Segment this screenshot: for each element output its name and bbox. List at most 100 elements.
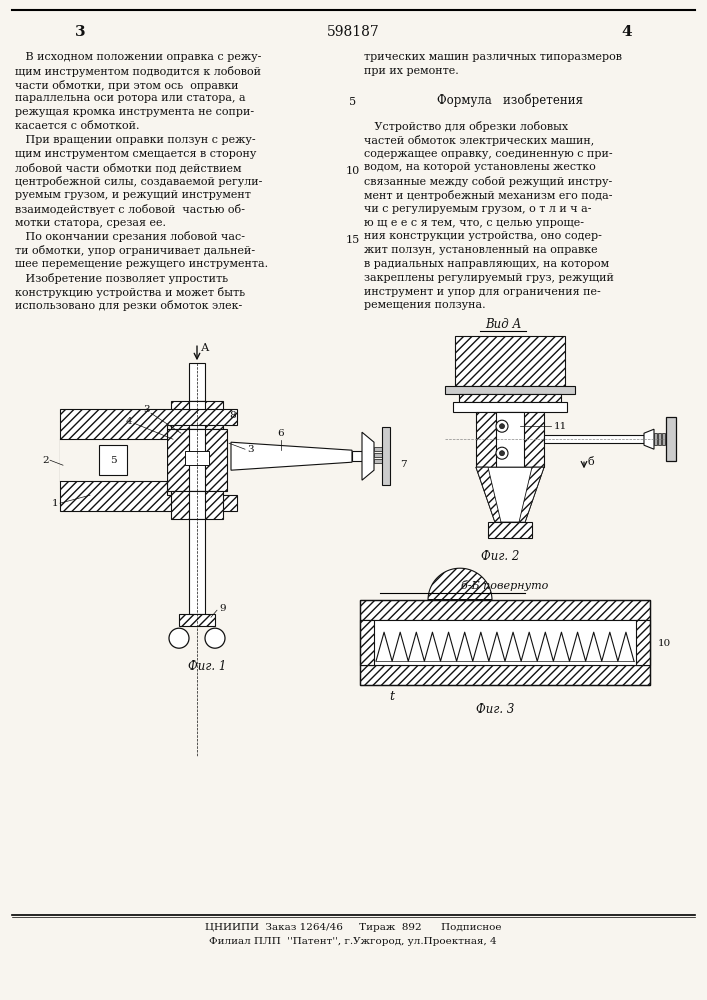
Text: водом, на которой установлены жестко: водом, на которой установлены жестко (364, 162, 596, 172)
Text: По окончании срезания лобовой час-: По окончании срезания лобовой час- (15, 231, 245, 242)
Bar (360, 620, 650, 665)
Text: 11: 11 (554, 422, 567, 431)
Text: использовано для резки обмоток элек-: использовано для резки обмоток элек- (15, 300, 243, 311)
Bar (636, 620, 650, 665)
Bar (374, 447, 382, 451)
Text: 15: 15 (346, 235, 360, 245)
Bar (171, 401, 223, 429)
Text: жит ползун, установленный на оправке: жит ползун, установленный на оправке (364, 245, 597, 255)
Text: ю щ е е с я тем, что, с целью упроще-: ю щ е е с я тем, что, с целью упроще- (364, 218, 584, 228)
Text: чи с регулируемым грузом, о т л и ч а-: чи с регулируемым грузом, о т л и ч а- (364, 204, 592, 214)
Bar (352, 451, 362, 461)
Circle shape (500, 451, 505, 456)
Text: частей обмоток электрических машин,: частей обмоток электрических машин, (364, 135, 595, 146)
Text: ремещения ползуна.: ремещения ползуна. (364, 300, 486, 310)
Text: связанные между собой режущий инстру-: связанные между собой режущий инстру- (364, 176, 612, 187)
Circle shape (496, 447, 508, 459)
Bar (453, 402, 567, 412)
Text: 4: 4 (621, 25, 632, 39)
Polygon shape (476, 467, 501, 522)
Bar (374, 459, 382, 463)
Text: 4: 4 (126, 417, 132, 426)
Bar (658, 433, 661, 445)
Bar (360, 665, 650, 685)
Text: в радиальных направляющих, на котором: в радиальных направляющих, на котором (364, 259, 609, 269)
Text: б-Б повернуто: б-Б повернуто (461, 580, 549, 591)
Text: 3: 3 (247, 445, 254, 454)
Text: 5: 5 (349, 97, 356, 107)
Text: взаимодействует с лобовой  частью об-: взаимодействует с лобовой частью об- (15, 204, 245, 215)
Text: щим инструментом подводится к лобовой: щим инструментом подводится к лобовой (15, 66, 261, 77)
Polygon shape (476, 467, 544, 522)
Text: конструкцию устройства и может быть: конструкцию устройства и может быть (15, 287, 245, 298)
Bar (99, 445, 127, 475)
Bar (171, 491, 223, 519)
Bar (459, 394, 561, 402)
Text: щим инструментом смещается в сторону: щим инструментом смещается в сторону (15, 149, 257, 159)
Text: Изобретение позволяет упростить: Изобретение позволяет упростить (15, 273, 228, 284)
Text: 7: 7 (400, 460, 407, 469)
Text: части обмотки, при этом ось  оправки: части обмотки, при этом ось оправки (15, 80, 238, 91)
Text: 8: 8 (229, 411, 235, 420)
Text: мотки статора, срезая ее.: мотки статора, срезая ее. (15, 218, 166, 228)
Bar (360, 620, 374, 665)
Bar (654, 433, 657, 445)
Text: инструмент и упор для ограничения пе-: инструмент и упор для ограничения пе- (364, 287, 601, 297)
Polygon shape (362, 432, 374, 480)
Text: Фиг. 2: Фиг. 2 (481, 550, 519, 563)
Text: трических машин различных типоразмеров: трических машин различных типоразмеров (364, 52, 622, 62)
Polygon shape (231, 442, 352, 470)
Bar (662, 433, 665, 445)
Bar (185, 451, 209, 465)
Circle shape (205, 628, 225, 648)
Text: При вращении оправки ползун с режу-: При вращении оправки ползун с режу- (15, 135, 256, 145)
Bar (60, 439, 167, 481)
Text: t: t (390, 690, 395, 703)
Bar (189, 401, 205, 429)
Bar (488, 522, 532, 538)
Text: лобовой части обмотки под действием: лобовой части обмотки под действием (15, 162, 242, 173)
Text: 3: 3 (144, 405, 151, 414)
Text: Устройство для обрезки лобовых: Устройство для обрезки лобовых (364, 121, 568, 132)
Circle shape (169, 628, 189, 648)
Bar (544, 435, 644, 443)
Text: ЦНИИПИ  Заказ 1264/46     Тираж  892      Подписное: ЦНИИПИ Заказ 1264/46 Тираж 892 Подписное (205, 923, 501, 932)
Bar (374, 453, 382, 457)
Text: при их ремонте.: при их ремонте. (364, 66, 459, 76)
Text: руемым грузом, и режущий инструмент: руемым грузом, и режущий инструмент (15, 190, 251, 200)
Bar (360, 600, 650, 685)
Bar (189, 363, 205, 401)
Text: шее перемещение режущего инструмента.: шее перемещение режущего инструмента. (15, 259, 268, 269)
Polygon shape (519, 467, 544, 522)
Bar (476, 412, 544, 467)
Text: Фиг. 3: Фиг. 3 (476, 703, 514, 716)
Bar (189, 519, 205, 614)
Text: центробежной силы, создаваемой регули-: центробежной силы, создаваемой регули- (15, 176, 262, 187)
Text: 5: 5 (110, 456, 117, 465)
Text: 6: 6 (278, 429, 284, 438)
Text: б: б (588, 457, 595, 467)
Text: 1: 1 (52, 499, 58, 508)
Bar (382, 427, 390, 485)
Bar (455, 336, 565, 386)
Circle shape (496, 420, 508, 432)
Text: закреплены регулируемый груз, режущий: закреплены регулируемый груз, режущий (364, 273, 614, 283)
Bar (445, 386, 575, 394)
Circle shape (500, 424, 505, 429)
Text: касается с обмоткой.: касается с обмоткой. (15, 121, 139, 131)
Polygon shape (644, 429, 654, 449)
Text: 3: 3 (75, 25, 86, 39)
Text: В исходном положении оправка с режу-: В исходном положении оправка с режу- (15, 52, 262, 62)
Polygon shape (60, 409, 237, 511)
Bar (496, 412, 524, 467)
Text: 10: 10 (346, 166, 360, 176)
Text: ния конструкции устройства, оно содер-: ния конструкции устройства, оно содер- (364, 231, 602, 241)
Bar (179, 614, 215, 626)
Text: Формула   изобретения: Формула изобретения (437, 93, 583, 107)
Text: Фиг. 1: Фиг. 1 (188, 660, 226, 673)
Text: Филиал ПЛП  ''Патент'', г.Ужгород, ул.Проектная, 4: Филиал ПЛП ''Патент'', г.Ужгород, ул.Про… (209, 937, 497, 946)
Bar (360, 600, 650, 620)
Text: 10: 10 (658, 639, 671, 648)
Text: мент и центробежный механизм его пода-: мент и центробежный механизм его пода- (364, 190, 612, 201)
Text: ти обмотки, упор ограничивает дальней-: ти обмотки, упор ограничивает дальней- (15, 245, 255, 256)
